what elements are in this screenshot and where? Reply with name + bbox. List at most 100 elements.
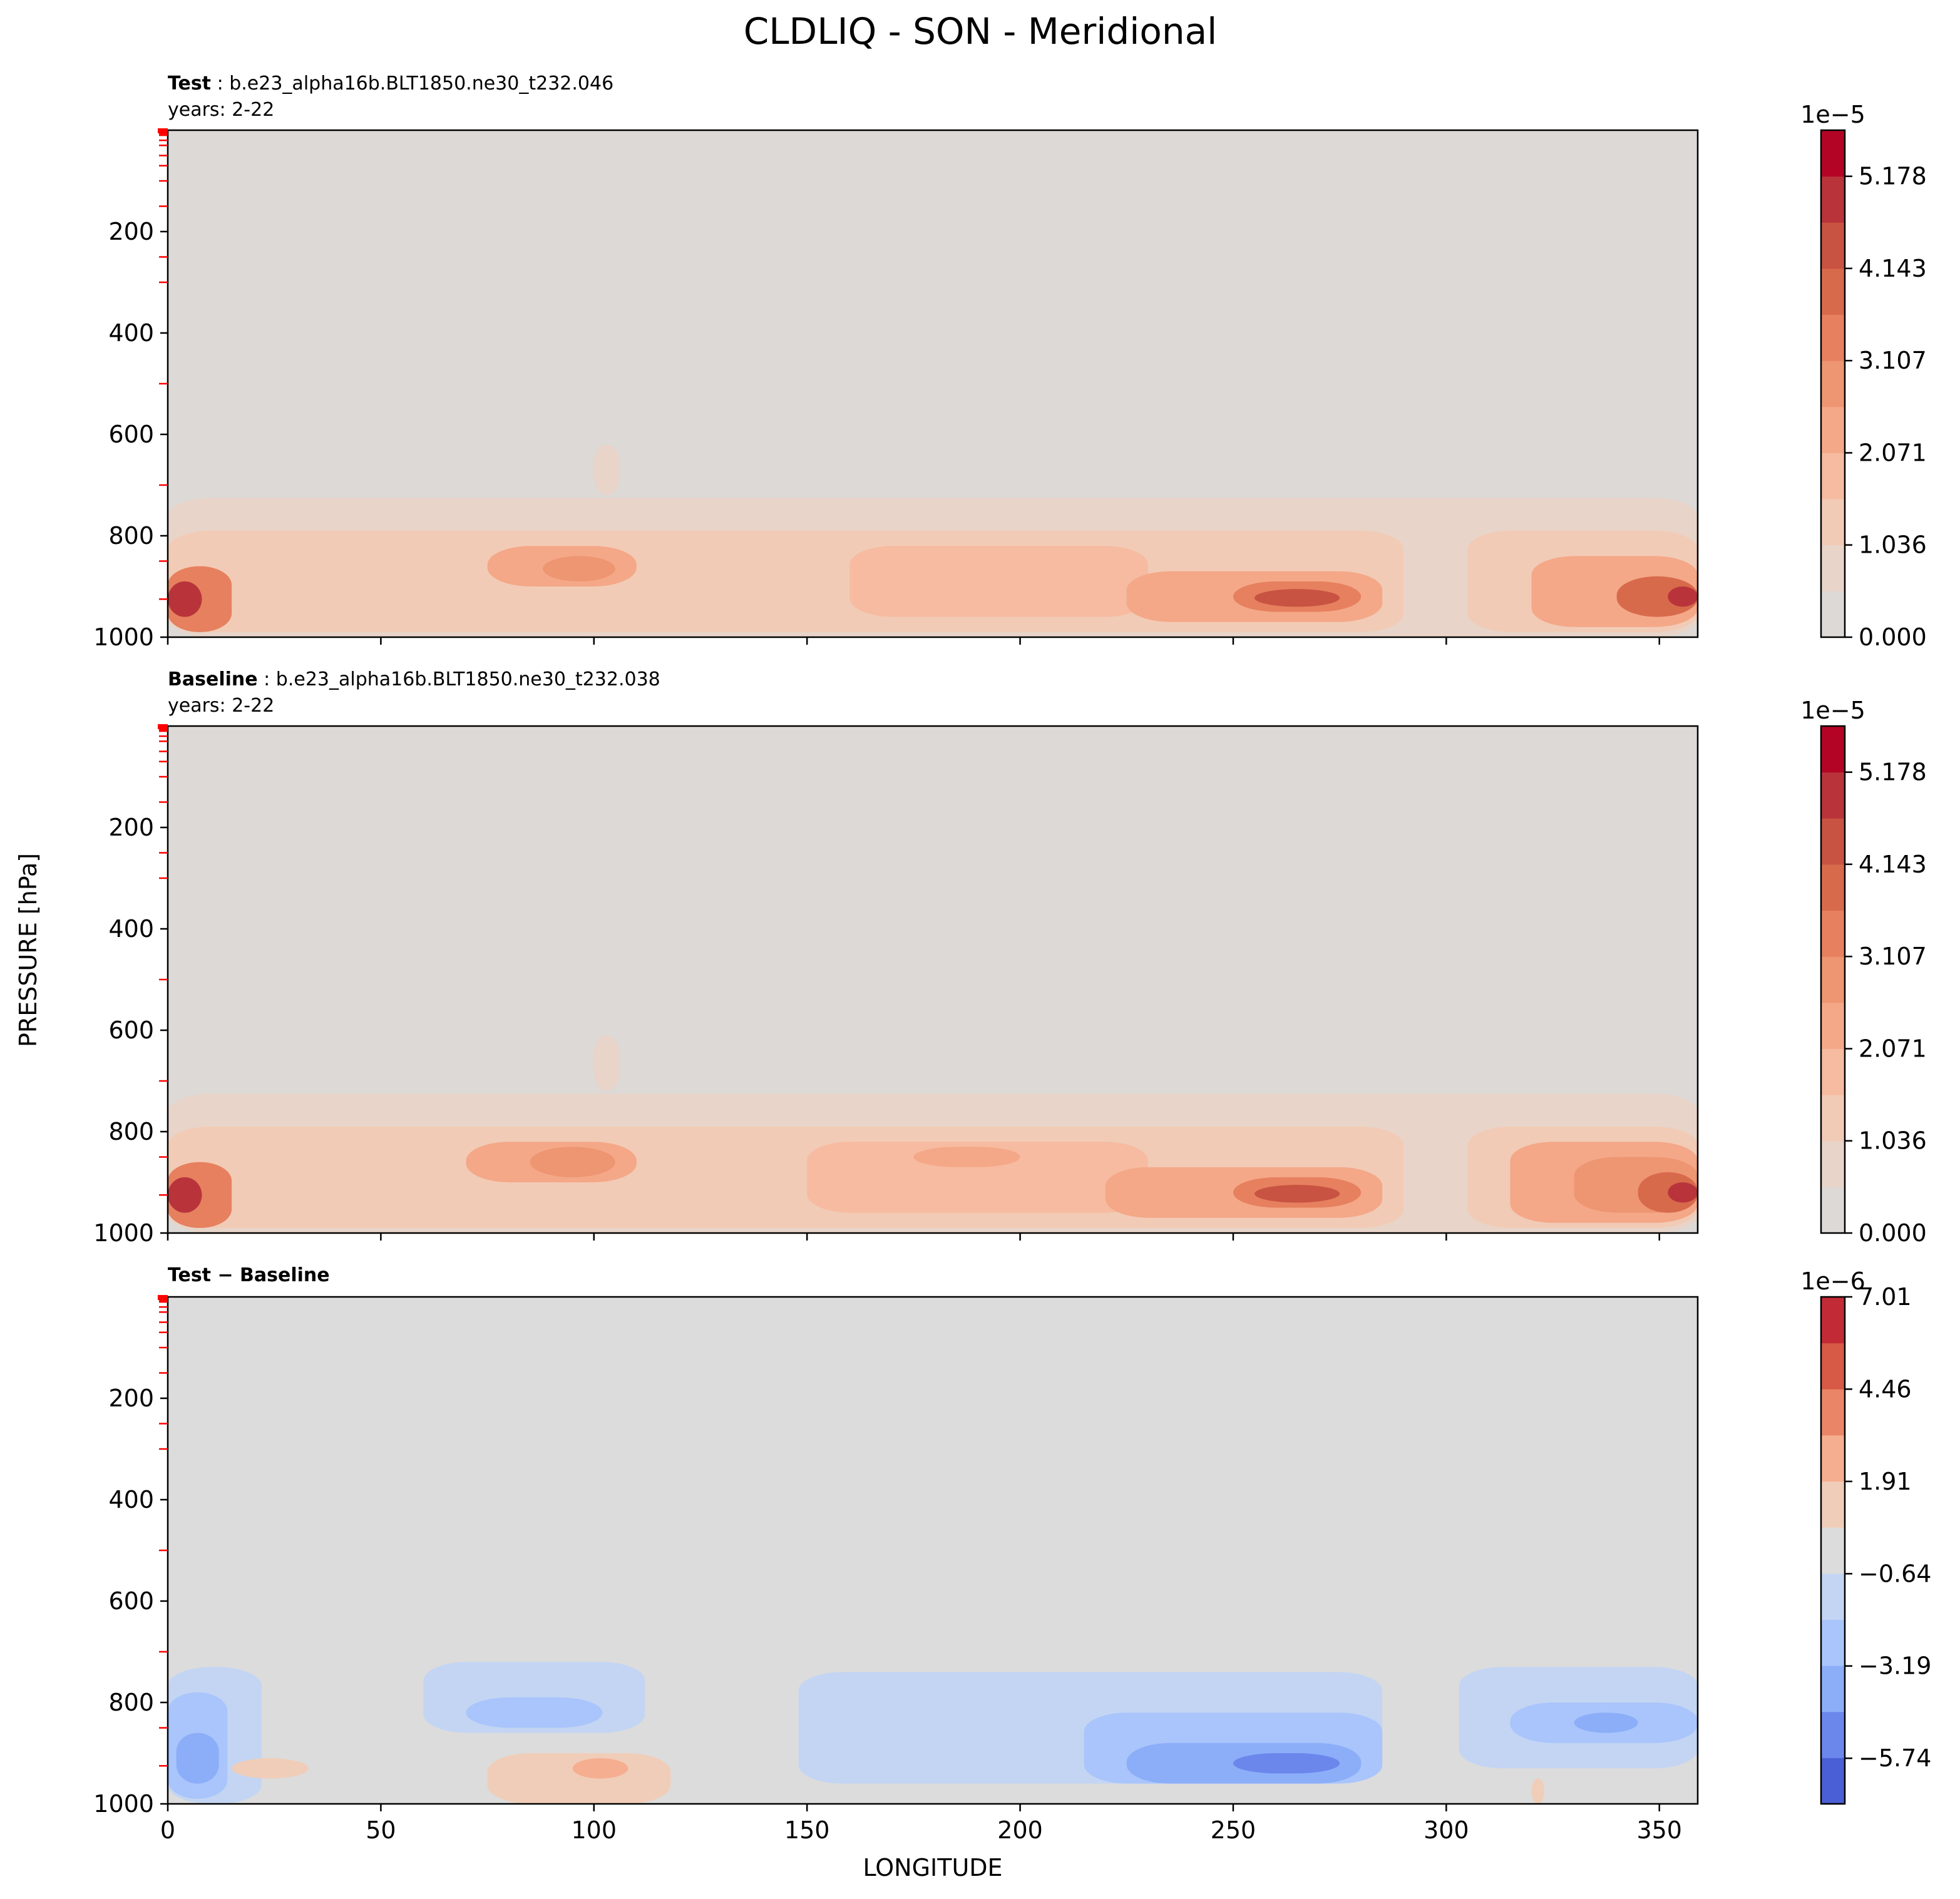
- colorbar-frame: [1820, 1296, 1846, 1805]
- contour-region-5: [487, 1753, 671, 1804]
- panel-title-sep: :: [258, 668, 276, 690]
- colorbar-tick-label: 5.178: [1859, 163, 1927, 190]
- colorbar-tick-label: 1.036: [1859, 531, 1927, 559]
- panel-baseline: Baseline : b.e23_alpha16b.BLT1850.ne30_t…: [93, 668, 1927, 1247]
- panel-title: Baseline : b.e23_alpha16b.BLT1850.ne30_t…: [168, 668, 660, 690]
- contour-region-8: [849, 546, 1148, 617]
- pressure-level-ticks: [158, 128, 168, 600]
- contour-region-7: [543, 556, 615, 581]
- colorbar-segment: [1821, 1758, 1845, 1804]
- colorbar-segment: [1821, 1343, 1845, 1390]
- y-tick-label: 600: [108, 1587, 154, 1615]
- contour-region-16: [1668, 1182, 1698, 1203]
- colorbar-segment: [1821, 406, 1845, 453]
- contour-region-2: [176, 1733, 219, 1784]
- colorbar-segment: [1821, 453, 1845, 499]
- colorbar: 5.178 4.143 3.107 2.071 1.036 0.000 1e−5: [1800, 101, 1927, 651]
- contour-region-12: [1254, 1185, 1340, 1203]
- panel-title-sep: :: [211, 73, 229, 95]
- y-tick-label: 600: [108, 421, 154, 448]
- colorbar-tick-label: 1.036: [1859, 1127, 1927, 1155]
- colorbar-segment: [1821, 1048, 1845, 1095]
- panel-case-name: b.e23_alpha16b.BLT1850.ne30_t232.038: [276, 668, 660, 690]
- pressure-level-ticks: [158, 1295, 168, 1767]
- colorbar-tick-label: 4.143: [1859, 255, 1927, 282]
- colorbar-segment: [1821, 268, 1845, 315]
- contour-fills: [168, 1035, 1698, 1233]
- colorbar-tick-label: 3.107: [1859, 943, 1927, 970]
- colorbar-segment: [1821, 176, 1845, 223]
- colorbar-segment: [1821, 591, 1845, 638]
- colorbar-segment: [1821, 499, 1845, 546]
- colorbar-segment: [1821, 956, 1845, 1003]
- colorbar-frame: [1820, 725, 1846, 1234]
- colorbar-segment: [1821, 818, 1845, 865]
- colorbar-segment: [1821, 1187, 1845, 1234]
- panel-title-bold: Test: [168, 73, 211, 95]
- contour-region-13: [1616, 576, 1698, 617]
- x-tick-label: 250: [1211, 1816, 1256, 1844]
- colorbar-segment: [1821, 1389, 1845, 1436]
- colorbar-segment: [1821, 1481, 1845, 1528]
- colorbar: 5.178 4.143 3.107 2.071 1.036 0.000 1e−5: [1800, 697, 1927, 1247]
- pressure-level-ticks: [158, 724, 168, 1196]
- colorbar-segment: [1821, 1711, 1845, 1758]
- colorbar-tick-label: 0.000: [1859, 1219, 1927, 1247]
- panels: Test : b.e23_alpha16b.BLT1850.ne30_t232.…: [93, 73, 1931, 1844]
- colorbar-tick-label: 2.071: [1859, 439, 1927, 466]
- colorbar-tick-label: 1.91: [1859, 1468, 1912, 1495]
- y-tick-label: 1000: [93, 623, 154, 651]
- contour-region-15: [1531, 1778, 1544, 1804]
- x-tick-label: 300: [1424, 1816, 1469, 1844]
- contour-region-5: [168, 581, 202, 617]
- colorbar-tick-label: −3.19: [1859, 1652, 1931, 1680]
- contour-region-11: [1254, 589, 1340, 607]
- colorbar-segment: [1821, 361, 1845, 407]
- colorbar-segment: [1821, 910, 1845, 957]
- figure-title: CLDLIQ - SON - Meridional: [744, 10, 1218, 53]
- contour-region-14: [1668, 586, 1698, 607]
- contour-region-11: [1233, 1753, 1340, 1774]
- colorbar-segment: [1821, 1297, 1845, 1344]
- x-tick-label: 350: [1636, 1816, 1682, 1844]
- contour-fills: [168, 444, 1698, 637]
- x-tick-label: 100: [572, 1816, 617, 1844]
- colorbar-segment: [1821, 1619, 1845, 1666]
- colorbar-segment: [1821, 772, 1845, 819]
- contour-region-4: [466, 1697, 603, 1728]
- contour-region-3: [593, 1035, 620, 1092]
- colorbar-tick-label: 3.107: [1859, 347, 1927, 374]
- contour-region-7: [232, 1758, 309, 1779]
- colorbar-segment: [1821, 222, 1845, 269]
- y-tick-label: 200: [108, 814, 154, 841]
- panel-title-bold: Baseline: [168, 668, 258, 690]
- colorbar-tick-label: 0.000: [1859, 623, 1927, 651]
- x-tick-label: 50: [366, 1816, 396, 1844]
- colorbar-segment: [1821, 1435, 1845, 1482]
- y-axis-label: PRESSURE [hPa]: [14, 853, 42, 1047]
- panel-title: Test − Baseline: [168, 1264, 330, 1286]
- x-tick-label: 200: [997, 1816, 1043, 1844]
- colorbar: 7.01 4.46 1.91 −0.64 −3.19 −5.74 1e−6: [1800, 1267, 1931, 1805]
- colorbar-segment: [1821, 1002, 1845, 1049]
- colorbar-segment: [1821, 130, 1845, 177]
- contour-region-8: [807, 1142, 1148, 1213]
- colorbar-segment: [1821, 1573, 1845, 1620]
- colorbar-tick-label: 2.071: [1859, 1035, 1927, 1062]
- contour-region-7: [530, 1147, 615, 1177]
- colorbar-multiplier: 1e−5: [1800, 101, 1865, 128]
- y-tick-label: 800: [108, 1118, 154, 1145]
- colorbar-segment: [1821, 1666, 1845, 1712]
- x-axis-label: LONGITUDE: [863, 1854, 1002, 1881]
- panel-title: Test : b.e23_alpha16b.BLT1850.ne30_t232.…: [168, 73, 613, 95]
- x-tick-label: 0: [160, 1816, 175, 1844]
- colorbar-segment: [1821, 1095, 1845, 1142]
- panel-test: Test : b.e23_alpha16b.BLT1850.ne30_t232.…: [93, 73, 1927, 651]
- y-tick-label: 200: [108, 218, 154, 245]
- y-tick-label: 400: [108, 915, 154, 943]
- colorbar-segment: [1821, 314, 1845, 361]
- y-tick-label: 800: [108, 1689, 154, 1716]
- contour-region-6: [572, 1758, 629, 1779]
